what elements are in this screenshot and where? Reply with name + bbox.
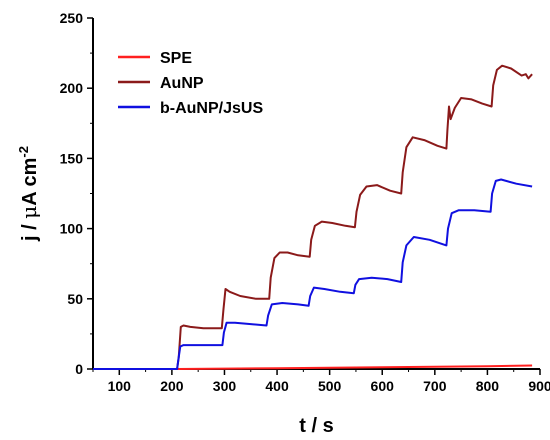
x-tick-label: 100 xyxy=(108,378,132,394)
y-tick-label: 250 xyxy=(60,10,84,26)
y-axis-title-prefix: j / xyxy=(19,219,41,242)
x-tick-label: 700 xyxy=(423,378,447,394)
x-tick-label: 900 xyxy=(528,378,550,394)
x-tick-label: 800 xyxy=(476,378,500,394)
legend: SPE AuNP b-AuNP/JsUS xyxy=(118,50,263,117)
x-axis-title: t / s xyxy=(299,415,333,437)
y-axis-title: j / μA cm-2 xyxy=(16,146,41,242)
x-tick-label: 300 xyxy=(213,378,237,394)
y-tick-label: 200 xyxy=(60,80,84,96)
y-axis-title-exponent: -2 xyxy=(16,146,31,158)
legend-label: b-AuNP/JsUS xyxy=(160,100,263,117)
y-tick-label: 0 xyxy=(75,361,83,377)
y-tick-label: 100 xyxy=(60,221,84,237)
x-tick-label: 200 xyxy=(160,378,184,394)
series-line-b-aunp-jsus xyxy=(93,178,533,370)
x-tick-label: 400 xyxy=(265,378,289,394)
y-tick-label: 150 xyxy=(60,150,84,166)
legend-label: AuNP xyxy=(160,75,204,92)
x-tick-label: 600 xyxy=(371,378,395,394)
series-group xyxy=(93,64,533,370)
legend-label: SPE xyxy=(160,50,192,67)
y-axis-title-unit: A cm xyxy=(19,158,41,206)
y-tick-label: 50 xyxy=(67,291,83,307)
series-line-spe xyxy=(93,364,533,370)
series-line-aunp xyxy=(93,64,533,370)
axes: 100 200 300 400 500 600 700 800 900 0 50 100 150 200 2… xyxy=(60,10,550,394)
y-axis-title-mu: μ xyxy=(17,206,41,219)
x-tick-label: 500 xyxy=(318,378,342,394)
